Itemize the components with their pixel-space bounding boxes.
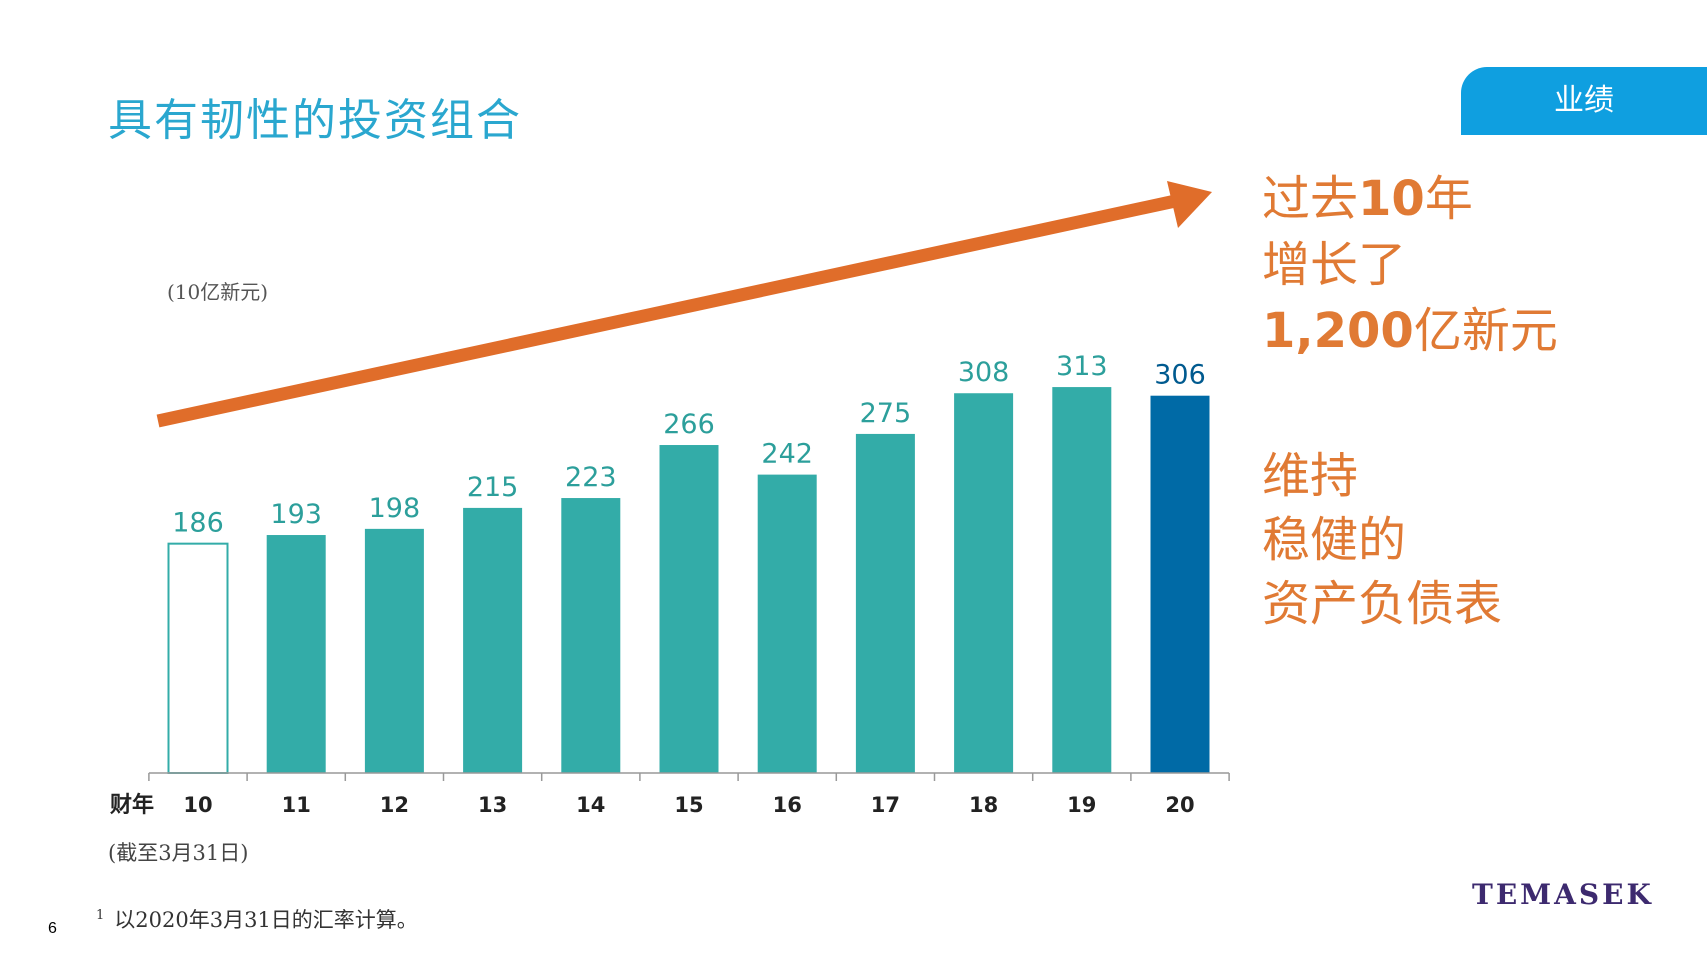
- unit-label: (10亿新元): [167, 280, 269, 304]
- stability-line-3: 资产负债表: [1262, 576, 1503, 632]
- x-axis: [148, 772, 1230, 781]
- stability-statement: 维持 稳健的 资产负债表: [1262, 444, 1502, 636]
- value-label-fy20: 306: [1154, 360, 1206, 391]
- page-title: 具有韧性的投资组合: [108, 95, 522, 146]
- tick-label-fy12: 12: [380, 793, 409, 817]
- section-tab-performance[interactable]: 业绩: [1461, 67, 1707, 135]
- growth-highlight: 过去10年 增长了 1,200亿新元: [1262, 166, 1558, 364]
- temasek-logo: TEMASEK: [1472, 878, 1654, 911]
- tick-label-fy16: 16: [773, 793, 802, 817]
- arrow-head: [1167, 181, 1212, 228]
- x-tick-labels: 10 11 12 13 14 15 16 17 18 19 20: [183, 793, 1194, 817]
- value-label-fy16: 242: [761, 439, 813, 470]
- axis-prefix-label: 财年: [110, 792, 154, 818]
- value-label-fy19: 313: [1056, 351, 1108, 382]
- value-label-fy15: 266: [663, 409, 715, 440]
- tick-label-fy20: 20: [1165, 793, 1194, 817]
- tick-label-fy15: 15: [674, 793, 703, 817]
- tick-label-fy14: 14: [576, 793, 605, 817]
- tick-label-fy13: 13: [478, 793, 507, 817]
- bar-fy16: [757, 474, 817, 773]
- value-label-fy10: 186: [172, 508, 224, 539]
- stability-line-1: 维持: [1262, 448, 1359, 504]
- bar-fy17: [855, 433, 915, 773]
- value-label-fy12: 198: [369, 493, 421, 524]
- bar-fy15: [659, 445, 719, 773]
- as-of-note: (截至3月31日): [108, 841, 249, 865]
- value-labels: 186 193 198 215 223 266 242 275 308 313 306: [172, 351, 1206, 539]
- stability-line-2: 稳健的: [1262, 512, 1407, 568]
- growth-line-2: 增长了: [1262, 237, 1407, 293]
- tick-label-fy19: 19: [1067, 793, 1096, 817]
- bar-fy11: [266, 535, 326, 773]
- bar-fy13: [463, 507, 523, 773]
- bar-fy20: [1150, 395, 1210, 773]
- bars: [167, 387, 1210, 774]
- bar-fy10: [167, 542, 229, 774]
- arrow-shaft: [156, 193, 1182, 428]
- value-label-fy14: 223: [565, 462, 617, 493]
- bar-fy12: [364, 528, 424, 773]
- tick-label-fy10: 10: [183, 793, 212, 817]
- tick-label-fy18: 18: [969, 793, 998, 817]
- growth-line-1: 过去10年: [1262, 171, 1473, 227]
- footnote: 1 以2020年3月31日的汇率计算。: [96, 908, 418, 932]
- bar-fy19: [1052, 387, 1112, 773]
- bar-fy18: [954, 393, 1014, 773]
- bar-fy14: [561, 498, 621, 773]
- value-label-fy17: 275: [860, 398, 912, 429]
- value-label-fy18: 308: [958, 357, 1010, 388]
- page-number: 6: [48, 920, 57, 937]
- tick-label-fy17: 17: [871, 793, 900, 817]
- tick-label-fy11: 11: [282, 793, 311, 817]
- growth-line-3: 1,200亿新元: [1262, 303, 1558, 359]
- value-label-fy13: 215: [467, 472, 519, 503]
- growth-arrow: [156, 181, 1212, 428]
- value-label-fy11: 193: [270, 499, 322, 530]
